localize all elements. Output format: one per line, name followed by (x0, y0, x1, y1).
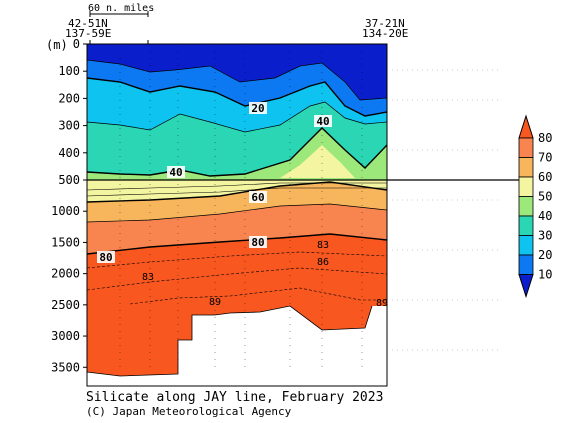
contour-line-89 (129, 287, 387, 305)
layer-50-60-top (280, 145, 355, 178)
plot-frame (86, 43, 388, 387)
contour-label: 80 (251, 236, 264, 249)
y-tick-label-lower: 2000 (51, 267, 80, 281)
colorbar-tick-label: 60 (538, 170, 552, 184)
contour-line-10 (86, 59, 388, 101)
y-tick-label-upper: 500 (58, 173, 80, 187)
contour-label: 40 (169, 166, 182, 179)
y-tick-label-lower: 1000 (51, 204, 80, 218)
contour-label-bg (314, 115, 332, 127)
chart-title: Silicate along JAY line, February 2023 (86, 390, 383, 405)
contour-label-bg (249, 236, 267, 248)
contour-label: 20 (251, 102, 264, 115)
contour-label: 60 (251, 191, 264, 204)
colorbar-tick-label: 30 (538, 229, 552, 243)
colorbar-tick-label: 70 (538, 151, 552, 165)
credit-line: (C) Japan Meteorological Agency (86, 405, 292, 418)
contour-label-bg (249, 191, 267, 203)
colorbar-bin (518, 254, 534, 275)
colorbar-bin (518, 235, 534, 256)
y-tick-label-upper: 200 (58, 91, 80, 105)
colorbar: 10 20 30 40 50 60 70 80 (518, 114, 552, 299)
contour-label: 40 (316, 115, 329, 128)
contour-label-bg (97, 251, 115, 263)
y-tick-label-upper: 0 (73, 37, 80, 51)
colorbar-tick-label: 40 (538, 209, 552, 223)
y-tick-label-upper: 100 (58, 64, 80, 78)
contour-line-83 (86, 251, 388, 269)
seafloor-mask (87, 306, 387, 386)
y-tick-label-upper: 300 (58, 119, 80, 133)
left-station-lat: 42-51N (68, 17, 108, 30)
contour-label: 86 (317, 257, 329, 268)
y-tick-label-upper: 400 (58, 146, 80, 160)
contour-line-86 (86, 267, 388, 291)
y-tick-label-lower: 1500 (51, 235, 80, 249)
left-station-lon: 137-59E (65, 27, 111, 40)
colorbar-bin (518, 176, 534, 197)
contour-line-30 (86, 101, 388, 133)
seafloor-line (86, 305, 373, 377)
colorbar-cap-top (518, 114, 534, 139)
contour-label: 83 (317, 240, 329, 251)
contour-label-bg (249, 102, 267, 114)
y-tick-label-lower: 2500 (51, 298, 80, 312)
contour-line-55 (86, 187, 387, 197)
colorbar-bin (518, 137, 534, 158)
y-unit-label: (m) (46, 38, 68, 52)
y-tick-label-lower: 3500 (51, 360, 80, 374)
right-station-lon: 134-20E (362, 27, 408, 40)
contour-line-40 (86, 127, 388, 177)
contour-label: 80 (99, 251, 112, 264)
colorbar-tick-label: 20 (538, 248, 552, 262)
colorbar-tick-label: 50 (538, 190, 552, 204)
colorbar-cap-bottom (518, 274, 534, 299)
contour-label: 89 (209, 297, 221, 308)
colorbar-tick-label: 10 (538, 268, 552, 282)
contour-line-70 (86, 203, 388, 223)
colorbar-bin (518, 215, 534, 236)
colorbar-bin (518, 157, 534, 178)
contour-label: 89 (376, 298, 388, 309)
y-tick-label-lower: 3000 (51, 329, 80, 343)
colorbar-tick-label: 80 (538, 131, 552, 145)
right-station-lat: 37-21N (365, 17, 405, 30)
contour-label-bg (167, 166, 185, 178)
contour-label: 83 (142, 272, 154, 283)
scale-bar-label: 60 n. miles (88, 3, 154, 14)
colorbar-bin (518, 196, 534, 217)
